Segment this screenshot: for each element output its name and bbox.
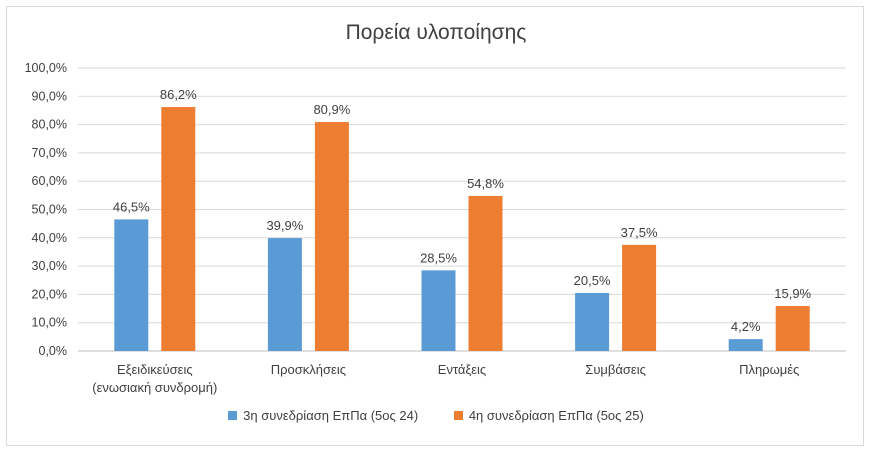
legend: 3η συνεδρίαση ΕπΠα (5ος 24) 4η συνεδρίασ…	[0, 408, 872, 423]
legend-label-series-1: 3η συνεδρίαση ΕπΠα (5ος 24)	[243, 408, 419, 423]
data-label: 37,5%	[621, 225, 658, 240]
y-tick-label: 90,0%	[32, 89, 67, 103]
data-label: 39,9%	[266, 218, 303, 233]
y-tick-label: 80,0%	[32, 118, 67, 132]
bar-series-2	[314, 122, 349, 351]
data-label: 46,5%	[113, 199, 150, 214]
y-tick-label: 60,0%	[32, 174, 67, 188]
legend-swatch-series-2	[453, 411, 463, 420]
y-tick-label: 100,0%	[25, 61, 67, 75]
category-label: (ενωσιακή συνδρομή)	[92, 380, 217, 395]
bar-series-2	[161, 107, 196, 351]
bar-series-1	[575, 292, 610, 351]
bar-series-1	[421, 270, 456, 351]
chart-title: Πορεία υλοποίησης	[345, 21, 527, 44]
data-label: 20,5%	[574, 273, 611, 288]
chart-frame: Πορεία υλοποίησης	[6, 6, 864, 446]
y-tick-label: 70,0%	[32, 146, 67, 160]
category-label: Εντάξεις	[438, 362, 486, 377]
data-label: 4,2%	[731, 319, 761, 334]
legend-item-series-1: 3η συνεδρίαση ΕπΠα (5ος 24)	[228, 408, 418, 423]
y-tick-label: 40,0%	[32, 231, 67, 245]
bar-series-1	[267, 238, 302, 351]
y-tick-label: 0,0%	[39, 344, 68, 358]
category-label: Συμβάσεις	[585, 362, 646, 377]
bar-series-2	[468, 195, 503, 351]
legend-item-series-2: 4η συνεδρίαση ΕπΠα (5ος 25)	[453, 408, 644, 423]
category-label: Προσκλήσεις	[271, 362, 346, 377]
legend-label-series-2: 4η συνεδρίαση ΕπΠα (5ος 25)	[468, 408, 644, 423]
bar-series-1	[728, 339, 763, 351]
legend-swatch-series-1	[228, 411, 238, 420]
y-tick-label: 50,0%	[32, 203, 67, 217]
bar-series-1	[114, 219, 149, 351]
data-label: 28,5%	[420, 250, 457, 265]
y-tick-label: 20,0%	[32, 287, 67, 301]
data-label: 15,9%	[774, 286, 811, 301]
bar-series-2	[622, 244, 657, 351]
category-label: Εξειδικεύσεις	[117, 362, 193, 377]
data-label: 54,8%	[467, 176, 504, 191]
y-tick-label: 10,0%	[32, 316, 67, 330]
y-tick-label: 30,0%	[32, 259, 67, 273]
data-label: 86,2%	[160, 87, 197, 102]
data-label: 80,9%	[313, 102, 350, 117]
category-label: Πληρωμές	[739, 362, 799, 377]
bar-series-2	[775, 306, 810, 351]
